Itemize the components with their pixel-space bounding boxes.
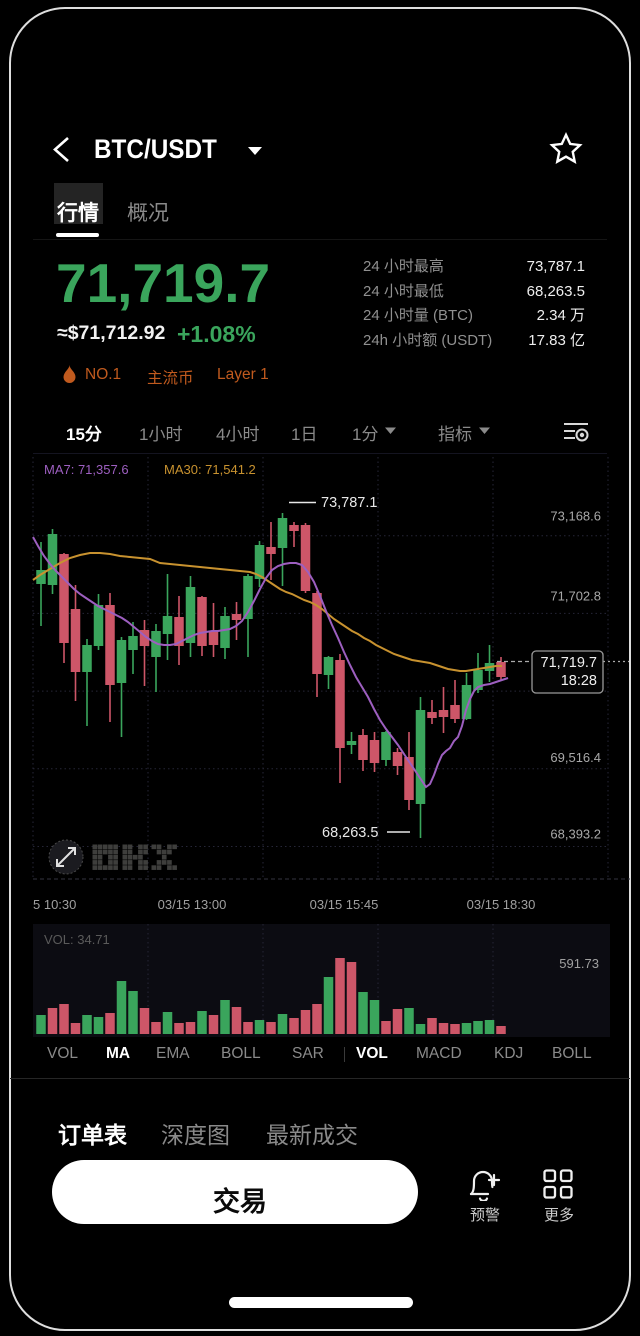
svg-text:71,702.8: 71,702.8	[550, 589, 601, 604]
svg-text:MA30: 71,541.2: MA30: 71,541.2	[164, 462, 256, 477]
svg-text:69,516.4: 69,516.4	[550, 750, 601, 765]
svg-text:73,168.6: 73,168.6	[550, 509, 601, 524]
svg-text:68,393.2: 68,393.2	[550, 827, 601, 842]
svg-text:5 10:30: 5 10:30	[33, 897, 76, 912]
svg-text:68,263.5: 68,263.5	[322, 825, 378, 841]
svg-text:VOL: 34.71: VOL: 34.71	[44, 932, 110, 947]
svg-text:591.73: 591.73	[559, 956, 599, 971]
svg-text:71,719.7: 71,719.7	[541, 655, 597, 671]
svg-text:03/15 15:45: 03/15 15:45	[310, 897, 379, 912]
svg-text:MA7: 71,357.6: MA7: 71,357.6	[44, 462, 129, 477]
svg-text:18:28: 18:28	[561, 673, 597, 689]
svg-text:03/15 13:00: 03/15 13:00	[158, 897, 227, 912]
svg-text:73,787.1: 73,787.1	[321, 495, 377, 511]
svg-text:03/15 18:30: 03/15 18:30	[467, 897, 536, 912]
